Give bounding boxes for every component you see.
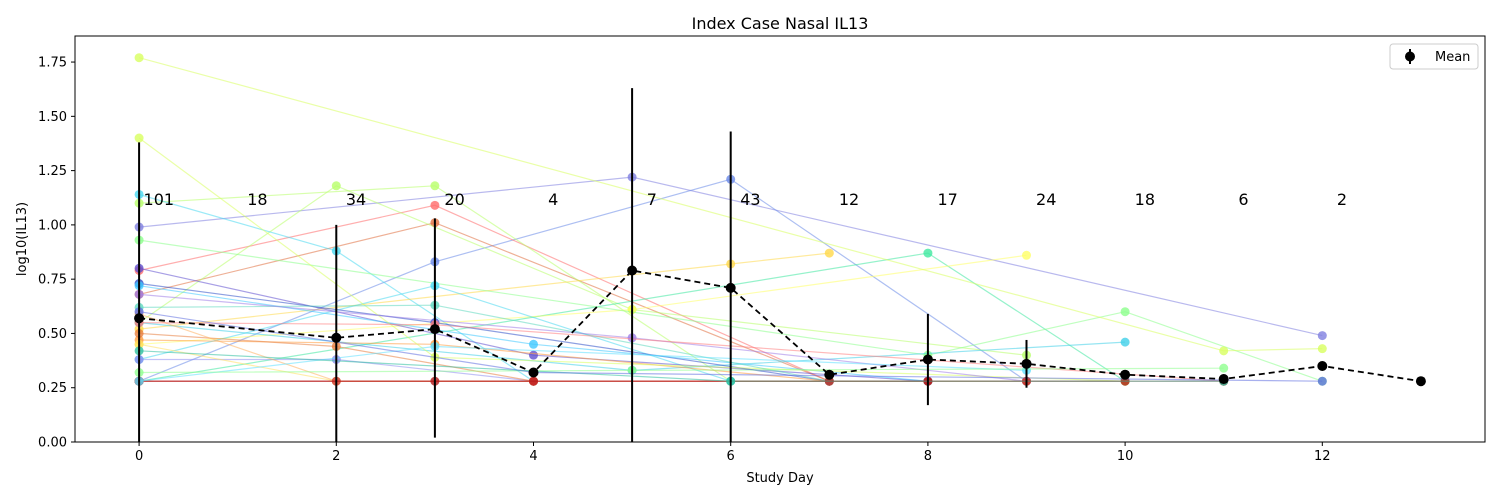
x-tick-label: 4 <box>529 449 537 464</box>
day-count-label: 34 <box>346 190 366 209</box>
subject-point <box>1120 307 1130 317</box>
y-axis-title: log10(IL13) <box>15 202 30 276</box>
subject-line <box>138 178 1027 382</box>
subject-point <box>1317 344 1327 354</box>
mean-point <box>331 332 342 343</box>
y-tick-label: 1.50 <box>38 110 67 125</box>
subject-point <box>1120 337 1130 347</box>
plot-area <box>134 53 1426 442</box>
mean-point <box>1415 376 1426 387</box>
y-tick-label: 0.75 <box>38 273 67 288</box>
x-tick-label: 10 <box>1117 449 1134 464</box>
subject-point <box>430 181 440 191</box>
mean-point <box>1021 358 1032 369</box>
x-tick-label: 2 <box>332 449 340 464</box>
mean-point <box>725 282 736 293</box>
subject-point <box>134 133 144 143</box>
day-count-label: 18 <box>247 190 267 209</box>
x-tick-label: 8 <box>924 449 932 464</box>
subject-series <box>134 53 1327 356</box>
legend-label-mean: Mean <box>1435 50 1470 65</box>
mean-point <box>134 313 145 324</box>
day-count-label: 43 <box>740 190 760 209</box>
mean-point <box>1218 374 1229 385</box>
subject-point <box>528 339 538 349</box>
mean-point <box>824 369 835 380</box>
day-count-label: 24 <box>1036 190 1056 209</box>
y-tick-label: 1.00 <box>38 218 67 233</box>
subject-point <box>430 200 440 210</box>
subject-point <box>1219 346 1229 356</box>
x-tick-label: 0 <box>135 449 143 464</box>
day-count-label: 101 <box>144 190 175 209</box>
day-count-label: 17 <box>937 190 957 209</box>
subject-point <box>1219 363 1229 373</box>
day-count-label: 4 <box>548 190 558 209</box>
subject-point <box>134 53 144 63</box>
legend-marker-icon <box>1405 51 1415 62</box>
plot-frame <box>74 35 1486 443</box>
mean-point <box>1120 369 1131 380</box>
x-axis: 0 2 4 6 8 10 12 <box>135 442 1331 464</box>
day-count-label: 12 <box>839 190 859 209</box>
subject-point <box>528 350 538 360</box>
day-count-label: 6 <box>1238 190 1248 209</box>
y-tick-label: 0.00 <box>38 436 67 451</box>
x-tick-label: 6 <box>727 449 735 464</box>
day-count-label: 2 <box>1337 190 1347 209</box>
legend-box <box>1389 43 1479 70</box>
legend: Mean <box>1389 43 1479 70</box>
y-tick-label: 1.75 <box>38 56 67 71</box>
x-tick-label: 12 <box>1314 449 1331 464</box>
mean-point <box>429 324 440 335</box>
day-count-label: 7 <box>647 190 657 209</box>
mean-point <box>1317 361 1328 372</box>
mean-point <box>528 367 539 378</box>
y-tick-label: 1.25 <box>38 164 67 179</box>
y-axis: 0.00 0.25 0.50 0.75 1.00 1.25 1.50 1.75 <box>38 56 75 451</box>
chart-title: Index Case Nasal IL13 <box>692 14 869 33</box>
mean-series <box>134 88 1426 442</box>
x-axis-title: Study Day <box>746 471 814 486</box>
subject-point <box>824 248 834 258</box>
subject-point <box>1317 331 1327 341</box>
subject-point <box>1317 376 1327 386</box>
subject-point <box>923 248 933 258</box>
subject-point <box>1022 250 1032 260</box>
mean-point <box>627 265 638 276</box>
day-count-labels: 101 18 34 20 4 7 43 12 17 24 18 6 2 <box>144 190 1348 209</box>
mean-point <box>922 354 933 365</box>
y-tick-label: 0.50 <box>38 327 67 342</box>
day-count-label: 18 <box>1135 190 1155 209</box>
subject-point <box>331 181 341 191</box>
y-tick-label: 0.25 <box>38 381 67 396</box>
day-count-label: 20 <box>444 190 464 209</box>
